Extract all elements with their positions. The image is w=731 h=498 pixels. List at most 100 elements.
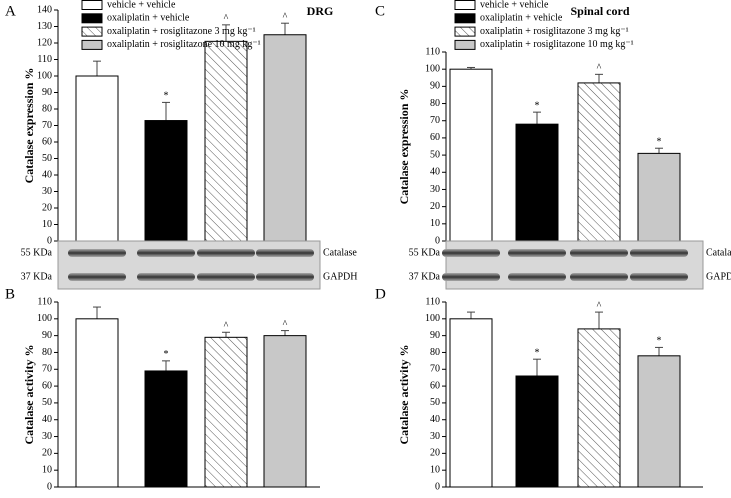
significance-marker: ^ — [597, 300, 602, 311]
y-tick-label: 110 — [37, 296, 52, 307]
y-tick-label: 110 — [425, 46, 440, 57]
y-tick-label: 50 — [430, 397, 440, 408]
y-tick-label: 20 — [430, 201, 440, 212]
legend-swatch — [81, 39, 103, 50]
significance-marker: ^ — [283, 11, 288, 22]
significance-marker: * — [535, 347, 540, 358]
bar — [144, 370, 188, 488]
legend-label: vehicle + vehicle — [480, 0, 549, 10]
y-tick-label: 70 — [42, 120, 52, 131]
y-tick-label: 60 — [430, 380, 440, 391]
blot — [445, 240, 704, 290]
legend-swatch — [454, 0, 476, 10]
band-size: 55 KDa — [409, 247, 441, 258]
legend-swatch — [454, 39, 476, 50]
chart-title: Spinal cord — [570, 4, 629, 18]
y-axis-label: Catalase activity % — [22, 345, 36, 445]
significance-marker: ^ — [283, 319, 288, 330]
bar — [204, 40, 248, 242]
bar — [515, 375, 559, 488]
legend-label: oxaliplatin + vehicle — [107, 13, 190, 24]
y-tick-label: 30 — [430, 431, 440, 442]
legend-swatch — [454, 26, 476, 37]
band-protein: GAPDH — [706, 271, 731, 282]
band-size: 37 KDa — [21, 271, 53, 282]
y-tick-label: 50 — [430, 149, 440, 160]
blot-band — [68, 273, 126, 281]
y-tick-label: 110 — [425, 296, 440, 307]
y-axis-label: Catalase expression % — [22, 68, 36, 184]
blot-band — [570, 249, 628, 257]
y-tick-label: 60 — [42, 136, 52, 147]
y-tick-label: 20 — [430, 448, 440, 459]
y-tick-label: 10 — [430, 464, 440, 475]
y-tick-label: 40 — [430, 167, 440, 178]
significance-marker: ^ — [224, 13, 229, 24]
y-tick-label: 80 — [42, 347, 52, 358]
bar — [637, 355, 681, 488]
y-tick-label: 70 — [42, 364, 52, 375]
significance-marker: ^ — [224, 321, 229, 332]
blot-band — [508, 249, 566, 257]
blot-band — [442, 249, 500, 257]
blot-band — [256, 273, 314, 281]
significance-marker: * — [164, 349, 169, 360]
y-tick-label: 130 — [37, 21, 52, 32]
y-tick-label: 70 — [430, 364, 440, 375]
blot-band — [630, 249, 688, 257]
y-tick-label: 40 — [430, 414, 440, 425]
y-axis-label: Catalase expression % — [397, 89, 411, 205]
band-size: 37 KDa — [409, 271, 441, 282]
legend-label: oxaliplatin + rosiglitazone 10 mg kg⁻¹ — [480, 39, 634, 50]
y-tick-label: 80 — [42, 103, 52, 114]
y-tick-label: 30 — [42, 186, 52, 197]
y-tick-label: 30 — [42, 431, 52, 442]
bar — [204, 336, 248, 488]
bar — [263, 34, 307, 242]
panel-label: A — [5, 3, 16, 19]
bar — [449, 68, 493, 242]
blot-band — [630, 273, 688, 281]
y-tick-label: 110 — [37, 54, 52, 65]
y-tick-label: 140 — [37, 4, 52, 15]
panel-label: C — [375, 3, 385, 19]
y-tick-label: 40 — [42, 414, 52, 425]
significance-marker: * — [164, 91, 169, 102]
blot-band — [137, 273, 195, 281]
y-tick-label: 60 — [42, 380, 52, 391]
y-tick-label: 20 — [42, 202, 52, 213]
band-protein: Catalase — [706, 247, 731, 258]
legend-label: vehicle + vehicle — [107, 0, 176, 10]
legend-label: oxaliplatin + rosiglitazone 3 mg kg⁻¹ — [480, 26, 629, 37]
bar — [577, 82, 621, 242]
blot-band — [197, 273, 255, 281]
y-tick-label: 120 — [37, 37, 52, 48]
y-tick-label: 60 — [430, 132, 440, 143]
significance-marker: * — [657, 137, 662, 148]
y-tick-label: 20 — [42, 448, 52, 459]
y-tick-label: 100 — [37, 313, 52, 324]
bar — [515, 123, 559, 242]
blot-band — [570, 273, 628, 281]
legend-swatch — [81, 0, 103, 10]
legend-label: oxaliplatin + rosiglitazone 10 mg kg⁻¹ — [107, 39, 261, 50]
band-protein: Catalase — [323, 247, 357, 258]
blot-band — [197, 249, 255, 257]
y-tick-label: 90 — [42, 330, 52, 341]
blot-band — [137, 249, 195, 257]
y-tick-label: 30 — [430, 184, 440, 195]
y-tick-label: 70 — [430, 115, 440, 126]
chart-title: DRG — [307, 4, 334, 18]
y-tick-label: 90 — [42, 87, 52, 98]
y-tick-label: 90 — [430, 330, 440, 341]
significance-marker: * — [657, 336, 662, 347]
legend-swatch — [454, 13, 476, 24]
y-axis-label: Catalase activity % — [397, 345, 411, 445]
legend-swatch — [81, 26, 103, 37]
bar — [75, 75, 119, 242]
y-tick-label: 0 — [435, 481, 440, 492]
band-size: 55 KDa — [21, 247, 53, 258]
bar — [144, 120, 188, 242]
band-protein: GAPDH — [323, 271, 357, 282]
